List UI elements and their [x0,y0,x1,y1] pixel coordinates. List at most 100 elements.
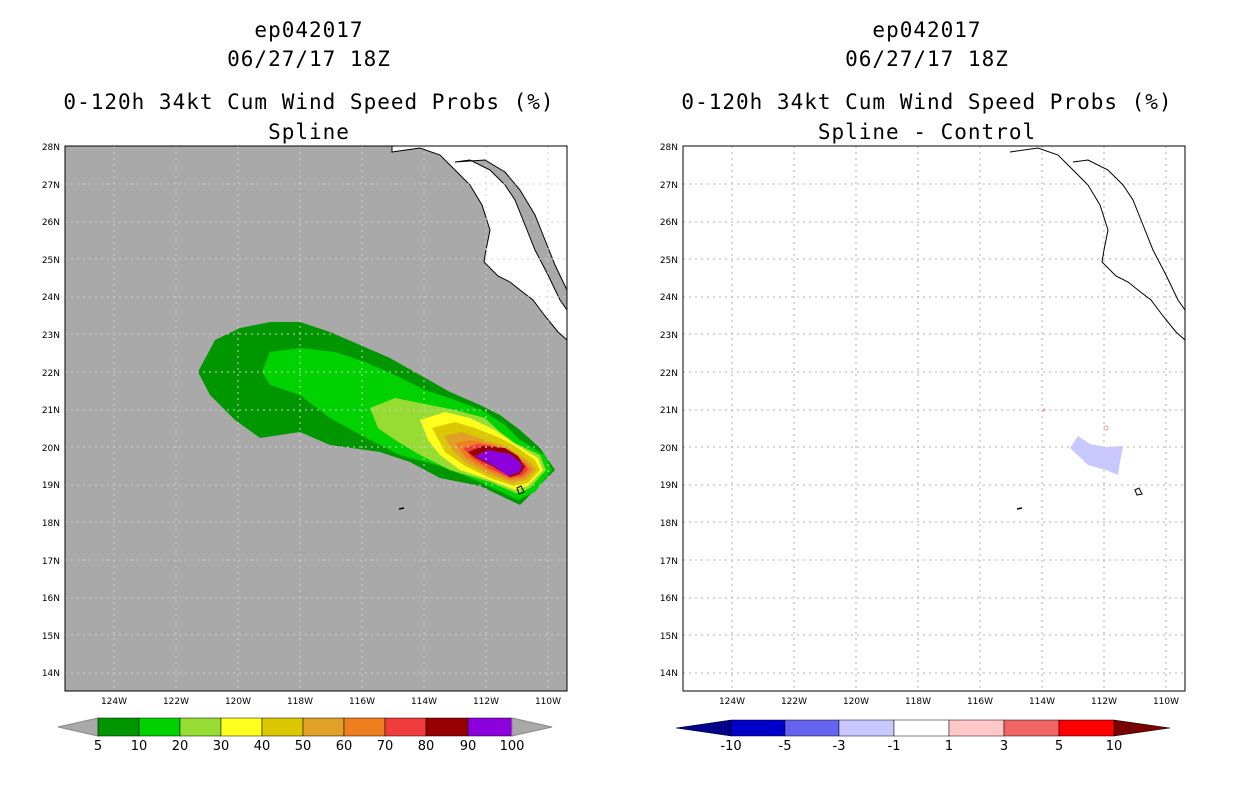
colorbar-label: 90 [460,739,477,754]
colorbar-labels: 5 10 20 30 40 50 60 70 80 90 100 [94,739,525,754]
lon-label: 114W [411,697,437,707]
lat-label: 20N [660,444,678,454]
map-spline: 28N 27N 26N 25N 24N 23N 22N 21N 20N 19N … [42,143,568,754]
colorbar-label: 10 [1106,739,1123,754]
colorbar-segment [384,717,427,737]
colorbar-label: 3 [1000,739,1008,754]
colorbar-label: 5 [94,739,102,754]
difference-contours [1042,408,1123,475]
colorbar-segment [893,719,950,737]
lat-label: 21N [42,406,60,416]
colorbar-segment [343,717,386,737]
lon-label: 110W [1153,697,1179,707]
lat-label: 18N [42,519,60,529]
lon-label: 118W [905,697,931,707]
lat-label: 15N [42,632,60,642]
lat-label: 27N [42,181,60,191]
lat-label: 23N [660,331,678,341]
colorbar-segment [220,717,263,737]
colorbar-label: -3 [833,739,846,754]
lat-axis: 28N 27N 26N 25N 24N 23N 22N 21N 20N 19N … [660,143,678,679]
map-frame [64,145,568,692]
colorbar-segment [302,717,345,737]
colorbar-segment [425,717,469,737]
lon-label: 124W [101,697,127,707]
colorbar-label: 60 [336,739,353,754]
lon-label: 116W [967,697,993,707]
lat-axis: 28N 27N 26N 25N 24N 23N 22N 21N 20N 19N … [42,143,60,679]
colorbar-label: 20 [172,739,189,754]
colorbar-arrow-low [57,717,99,737]
lat-label: 28N [42,143,60,153]
colorbar-label: 50 [295,739,312,754]
lat-label: 24N [660,293,678,303]
lon-label: 112W [1091,697,1117,707]
colorbar-label: 40 [254,739,271,754]
lon-label: 116W [349,697,375,707]
lat-label: 24N [42,293,60,303]
lat-label: 17N [660,557,678,567]
lat-label: 15N [660,632,678,642]
map-difference: 28N 27N 26N 25N 24N 23N 22N 21N 20N 19N … [660,143,1186,754]
colorbar-spline [57,717,553,737]
lat-label: 19N [660,481,678,491]
grid-lines [683,146,1185,691]
lat-label: 16N [660,594,678,604]
lon-label: 122W [163,697,189,707]
lat-label: 25N [660,256,678,266]
colorbar-segment [138,717,181,737]
colorbar-arrow-high [1113,719,1171,737]
lat-label: 20N [42,444,60,454]
colorbar-label: -10 [720,739,741,754]
datetime: 06/27/17 18Z [227,47,391,71]
lat-label: 21N [660,406,678,416]
colorbar-label: 10 [131,739,148,754]
panel-spline: ep042017 06/27/17 18Z 0-120h 34kt Cum Wi… [42,18,568,754]
contour-90 [475,450,522,476]
colorbar-labels: -10 -5 -3 -1 1 3 5 10 [720,739,1122,754]
lon-label: 112W [473,697,499,707]
colorbar-label: 30 [213,739,230,754]
lon-label: 124W [719,697,745,707]
lat-label: 19N [42,481,60,491]
map-frame [682,145,1186,692]
lat-label: 26N [42,218,60,228]
colorbar-segment [838,719,895,737]
lat-label: 27N [660,181,678,191]
colorbar-label: 70 [377,739,394,754]
lon-axis: 124W 122W 120W 118W 116W 114W 112W 110W [719,697,1179,707]
colorbar-segment [730,719,786,737]
lat-label: 26N [660,218,678,228]
lat-label: 14N [660,669,678,679]
lat-label: 28N [660,143,678,153]
contour-minus-1-to-minus-3 [1070,436,1123,475]
colorbar-segment [1003,719,1060,737]
colorbar-label: 100 [500,739,525,754]
colorbar-segment [97,717,140,737]
lat-label: 22N [660,369,678,379]
colorbar-segment [1058,719,1115,737]
lat-label: 18N [660,519,678,529]
lon-label: 118W [287,697,313,707]
lon-label: 120W [225,697,251,707]
lon-axis: 124W 122W 120W 118W 116W 114W 112W 110W [101,697,561,707]
colorbar-segment [261,717,304,737]
coastline [1009,147,1186,510]
plot-title: 0-120h 34kt Cum Wind Speed Probs (%) [681,90,1173,114]
lat-label: 25N [42,256,60,266]
colorbar-arrow-high [511,717,553,737]
plot-title: 0-120h 34kt Cum Wind Speed Probs (%) [63,90,555,114]
colorbar-label: -1 [888,739,901,754]
lon-label: 110W [535,697,561,707]
contour-plus-1-dot [1042,408,1046,412]
datetime: 06/27/17 18Z [845,47,1009,71]
panel-spline-control: ep042017 06/27/17 18Z 0-120h 34kt Cum Wi… [618,0,1236,800]
plot-subtitle: Spline - Control [817,120,1037,144]
grid-lines [65,146,567,691]
colorbar-arrow-low [675,719,732,737]
colorbar-label: 1 [945,739,953,754]
lon-label: 120W [843,697,869,707]
plot-subtitle: Spline [268,120,350,144]
colorbar-difference [675,719,1171,737]
lon-label: 122W [781,697,807,707]
